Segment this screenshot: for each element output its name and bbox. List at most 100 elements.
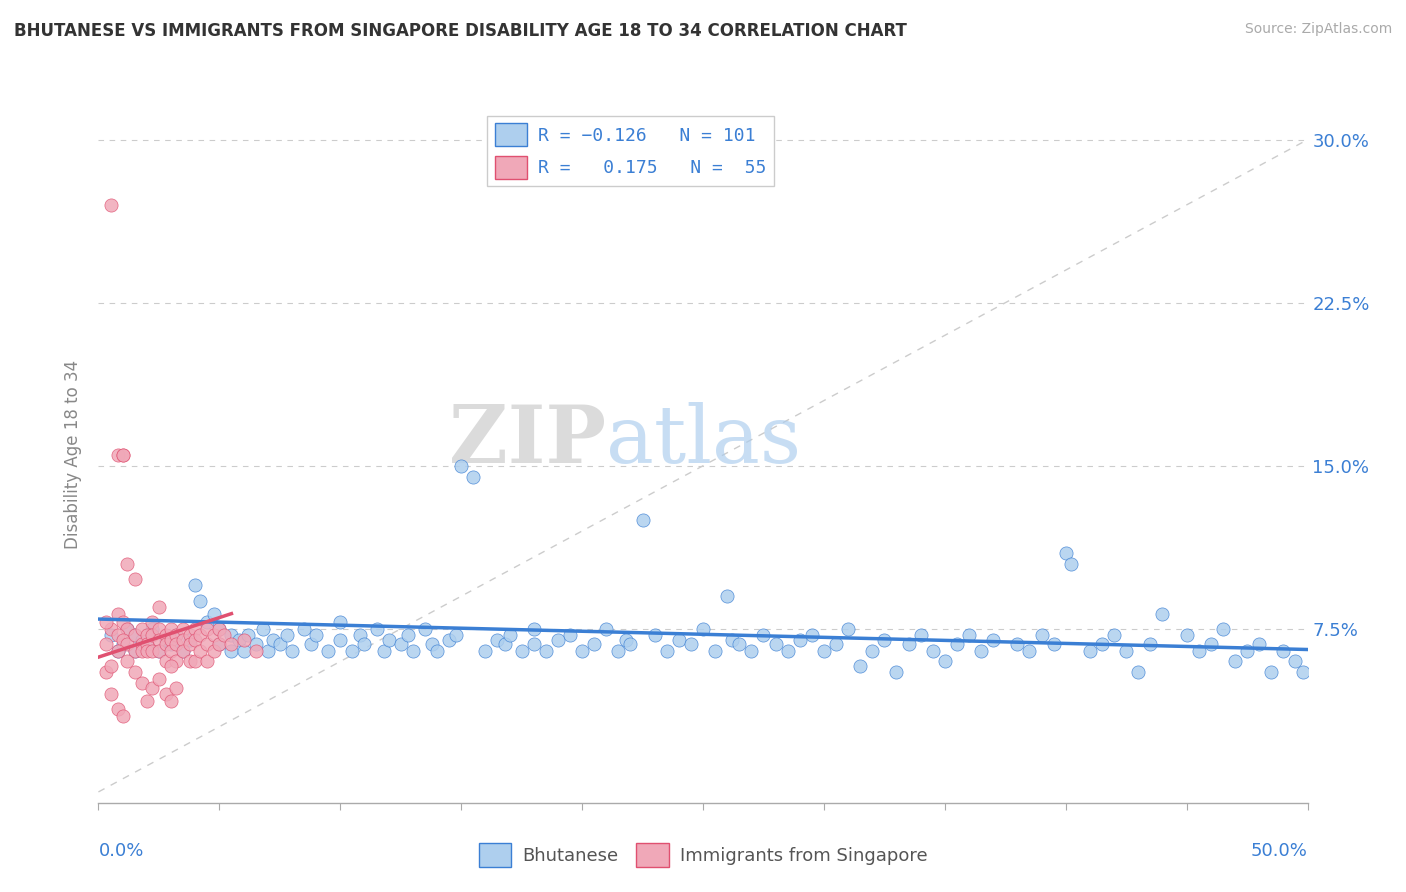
Point [107,628,129,642]
Point [188,593,211,607]
Point [329,632,352,647]
Point [426,643,449,657]
Point [100,628,122,642]
Point [245,637,267,651]
Point [849,658,872,673]
Point [179,637,201,651]
Point [117,637,139,651]
Point [111,448,134,462]
Point [208,622,231,636]
Text: Source: ZipAtlas.com: Source: ZipAtlas.com [1244,22,1392,37]
Point [195,655,218,669]
Point [910,628,932,642]
Point [221,628,243,642]
Point [1292,665,1315,680]
Point [160,643,183,657]
Point [107,448,129,462]
Point [595,622,617,636]
Point [1212,622,1234,636]
Point [148,643,170,657]
Point [141,681,163,695]
Point [100,687,122,701]
Point [100,622,122,636]
Point [1139,637,1161,651]
Point [252,622,274,636]
Point [204,643,226,657]
Point [446,628,468,642]
Point [353,637,375,651]
Point [1175,628,1198,642]
Point [329,615,352,630]
Point [148,600,170,615]
Point [245,643,267,657]
Point [789,632,811,647]
Point [107,607,129,621]
Point [160,637,183,651]
Point [1188,643,1211,657]
Point [897,637,920,651]
Point [1223,655,1246,669]
Point [221,643,243,657]
Point [450,458,472,473]
Point [934,655,956,669]
Point [135,693,157,707]
Point [305,628,328,642]
Point [208,622,231,636]
Point [195,637,218,651]
Point [262,632,284,647]
Point [238,628,260,642]
Point [655,643,678,657]
Point [402,643,425,657]
Point [204,628,226,642]
Point [141,643,163,657]
Point [1042,637,1064,651]
Point [165,628,187,642]
Point [155,655,177,669]
Point [148,622,170,636]
Point [94,665,117,680]
Point [107,643,129,657]
Point [188,643,211,657]
Point [141,615,163,630]
Point [668,632,690,647]
Point [124,643,146,657]
Point [1007,637,1029,651]
Point [342,643,364,657]
Point [607,643,630,657]
Point [765,637,787,651]
Point [111,448,134,462]
Point [208,637,231,651]
Point [131,676,153,690]
Text: ZIP: ZIP [450,402,606,480]
Point [100,658,122,673]
Point [172,643,194,657]
Point [111,637,134,651]
Point [195,622,218,636]
Point [1260,665,1282,680]
Text: 0.0%: 0.0% [98,842,143,860]
Point [117,622,139,636]
Point [208,637,231,651]
Y-axis label: Disability Age 18 to 34: Disability Age 18 to 34 [65,360,83,549]
Point [117,655,139,669]
Point [1115,643,1137,657]
Point [269,637,291,651]
Point [679,637,702,651]
Point [184,655,207,669]
Text: atlas: atlas [606,402,801,480]
Point [1152,607,1174,621]
Point [644,628,666,642]
Point [631,513,654,527]
Point [494,637,516,651]
Point [155,628,177,642]
Point [131,643,153,657]
Point [179,632,201,647]
Point [873,632,896,647]
Point [179,628,201,642]
Point [172,643,194,657]
Point [704,643,727,657]
Point [135,637,157,651]
Point [692,622,714,636]
Point [131,637,153,651]
Point [474,643,496,657]
